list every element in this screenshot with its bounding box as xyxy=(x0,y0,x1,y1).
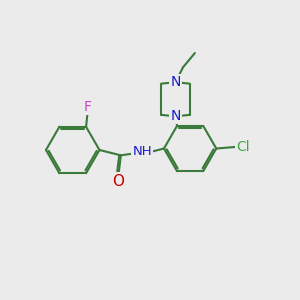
Text: Cl: Cl xyxy=(236,140,250,154)
Text: N: N xyxy=(170,110,181,123)
Text: O: O xyxy=(112,174,124,189)
Text: F: F xyxy=(84,100,92,114)
Text: NH: NH xyxy=(133,145,152,158)
Text: N: N xyxy=(170,75,181,89)
